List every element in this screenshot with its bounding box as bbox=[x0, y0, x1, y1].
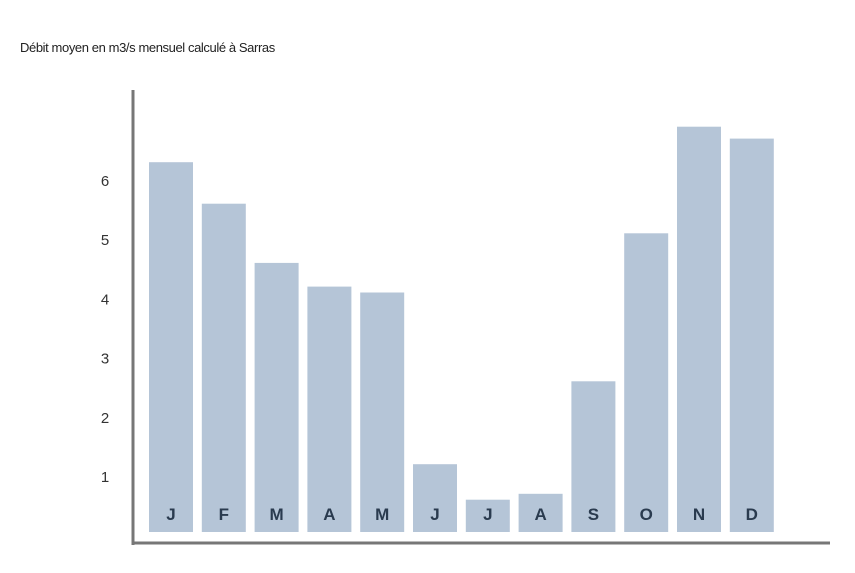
y-tick-label-3: 3 bbox=[101, 351, 109, 368]
bar-12 bbox=[729, 138, 774, 532]
bars bbox=[149, 126, 774, 533]
bar-4 bbox=[307, 286, 352, 532]
bar-label-6: J bbox=[430, 505, 439, 524]
bar-label-8: A bbox=[534, 505, 546, 524]
bar-7 bbox=[465, 499, 510, 532]
y-tick-label-6: 6 bbox=[101, 173, 109, 190]
bar-3 bbox=[254, 262, 299, 532]
bar-label-1: J bbox=[166, 505, 175, 524]
bar-10 bbox=[624, 233, 669, 533]
y-tick-label-4: 4 bbox=[101, 291, 109, 308]
bar-label-7: J bbox=[483, 505, 492, 524]
bar-2 bbox=[201, 203, 246, 532]
bar-label-4: A bbox=[323, 505, 335, 524]
bar-5 bbox=[360, 292, 405, 532]
bar-label-9: S bbox=[588, 505, 599, 524]
chart-title: Débit moyen en m3/s mensuel calculé à Sa… bbox=[20, 40, 275, 55]
bar-label-2: F bbox=[219, 505, 229, 524]
y-tick-label-1: 1 bbox=[101, 469, 109, 486]
bar-6 bbox=[413, 464, 457, 532]
bar-label-3: M bbox=[270, 505, 284, 524]
bar-1 bbox=[149, 162, 193, 532]
bar-8 bbox=[518, 493, 563, 532]
y-axis-ticks: 1 2 3 4 5 6 bbox=[101, 173, 109, 486]
bar-label-10: O bbox=[640, 505, 653, 524]
y-tick-label-2: 2 bbox=[101, 410, 109, 427]
bar-label-11: N bbox=[693, 505, 705, 524]
bar-9 bbox=[571, 381, 616, 532]
bar-label-12: D bbox=[746, 505, 758, 524]
bar-label-5: M bbox=[375, 505, 389, 524]
bar-11 bbox=[677, 126, 721, 532]
y-tick-label-5: 5 bbox=[101, 232, 109, 249]
